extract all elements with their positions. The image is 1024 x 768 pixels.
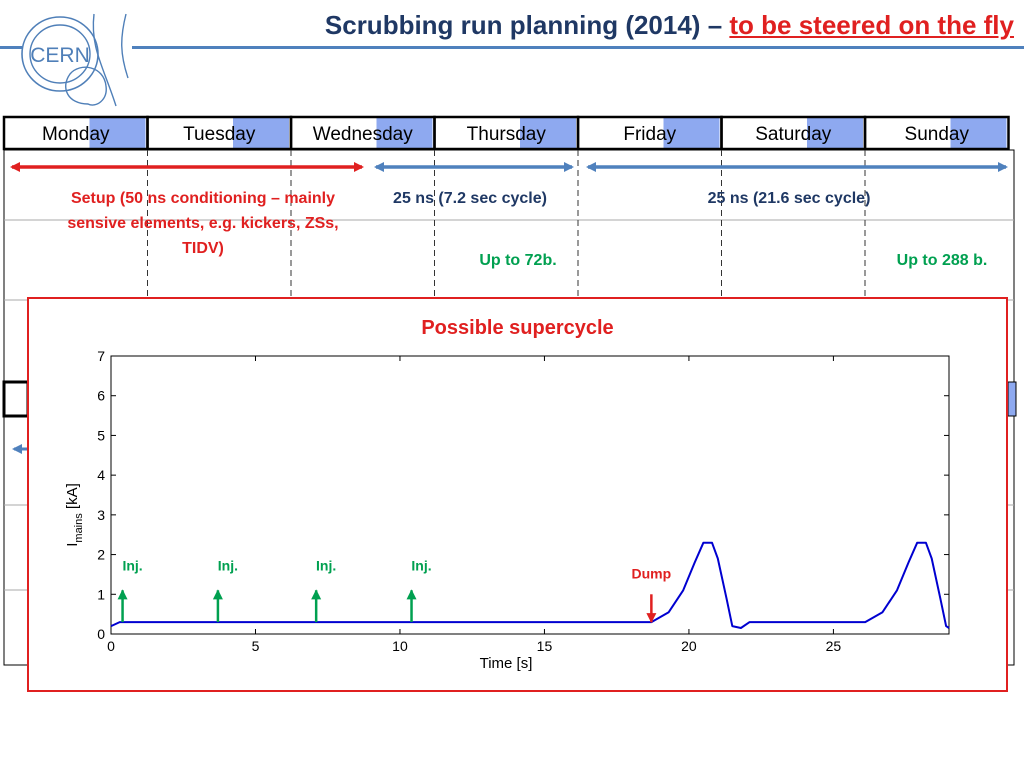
- day-label-suffix: day: [515, 124, 546, 145]
- hidden-row-right: [1007, 381, 1017, 417]
- day-cell-thursday: Thursday: [433, 115, 580, 151]
- day-label: Friday: [623, 124, 676, 145]
- day-accent: [807, 117, 863, 149]
- header-rule-right: [132, 46, 1024, 49]
- day-label-suffix: day: [646, 124, 677, 145]
- header-rule-left: [0, 46, 22, 49]
- y-tick-label: 3: [97, 507, 105, 523]
- day-cell-sunday: Sunday: [863, 115, 1010, 151]
- y-axis-label: Imains [kA]: [64, 483, 85, 547]
- day-label-prefix: Sun: [905, 124, 939, 145]
- day-label-suffix: sday: [373, 124, 414, 145]
- y-axis-label-main: I: [64, 543, 81, 547]
- day-label-prefix: Fri: [623, 124, 645, 145]
- day-cell-friday: Friday: [576, 115, 723, 151]
- y-tick-label: 0: [97, 626, 105, 642]
- day-accent: [520, 117, 576, 149]
- y-tick-label: 6: [97, 388, 105, 404]
- supercycle-chart: 0 5 10 15 20 25 0 1 2 3 4 5 6 7 Time [s] Imains [kA] Inj…: [64, 348, 950, 672]
- plot-frame: [110, 355, 950, 635]
- day-cell-saturday: Saturday: [720, 115, 867, 151]
- day-accent: [376, 117, 433, 149]
- phase-label-25ns-short: 25 ns (7.2 sec cycle): [393, 190, 547, 207]
- cern-logo: CERN: [21, 13, 129, 107]
- x-tick-label: 20: [681, 638, 697, 654]
- y-tick-label: 7: [97, 348, 105, 364]
- day-label-prefix: Satur: [755, 124, 801, 145]
- day-label: Thursday: [467, 124, 547, 145]
- y-axis-label-sub: mains: [73, 513, 85, 543]
- note-up-to-288b: Up to 288 b.: [896, 252, 988, 269]
- annotation-label-inj: Inj.: [218, 557, 238, 573]
- day-cell-monday: Monday: [2, 115, 149, 151]
- y-axis-label-unit: [kA]: [64, 483, 81, 513]
- y-tick-label: 1: [97, 586, 105, 602]
- day-label-prefix: Wedne: [313, 124, 373, 145]
- annotation-label-inj: Inj.: [316, 557, 336, 573]
- supercycle-title: Possible supercycle: [421, 317, 614, 339]
- note-up-to-72b: Up to 72b.: [479, 252, 557, 269]
- day-label: Monday: [42, 124, 110, 145]
- page-title: Scrubbing run planning (2014) – to be st…: [140, 10, 1014, 41]
- day-cell-border: [863, 115, 1010, 151]
- x-tick-label: 5: [252, 638, 260, 654]
- x-tick-label: 25: [826, 638, 842, 654]
- day-label: Saturday: [755, 124, 832, 145]
- day-accent: [663, 117, 720, 149]
- annotation-label-inj: Inj.: [411, 557, 431, 573]
- day-accent: [233, 117, 289, 149]
- x-tick-label: 0: [107, 638, 115, 654]
- page-title-main: Scrubbing run planning (2014) –: [324, 10, 730, 40]
- day-label-prefix: Tues: [183, 124, 225, 145]
- day-label: Sunday: [905, 124, 970, 145]
- day-label-suffix: day: [938, 124, 969, 145]
- day-label-prefix: Mon: [42, 124, 79, 145]
- day-label: Tuesday: [183, 124, 256, 145]
- x-tick-label: 15: [537, 638, 553, 654]
- day-accent: [950, 117, 1007, 149]
- day-label-prefix: Thurs: [467, 124, 516, 145]
- day-label-suffix: day: [79, 124, 110, 145]
- annotation-label-inj: Inj.: [122, 557, 142, 573]
- day-label-suffix: day: [801, 124, 832, 145]
- phase-label-25ns-long: 25 ns (21.6 sec cycle): [707, 190, 871, 207]
- day-label: Wednesday: [313, 124, 413, 145]
- x-tick-label: 10: [392, 638, 408, 654]
- x-axis-label: Time [s]: [480, 655, 533, 672]
- cern-logo-text: CERN: [30, 44, 90, 67]
- day-cell-wednesday: Wednesday: [289, 115, 436, 151]
- hidden-row-left: [2, 380, 30, 418]
- series-line-0: [110, 541, 950, 629]
- y-tick-label: 5: [97, 427, 105, 443]
- supercycle-panel: Possible supercycle 0 5 10 15 20 25 0 1 2 3 4 5 6 7 Ti…: [27, 297, 1008, 692]
- day-label-suffix: day: [225, 124, 256, 145]
- page-title-highlight: to be steered on the fly: [729, 10, 1014, 40]
- annotation-label-dump: Dump: [632, 565, 672, 581]
- y-tick-label: 4: [97, 467, 105, 483]
- y-tick-label: 2: [97, 547, 105, 563]
- day-cell-tuesday: Tuesday: [146, 115, 293, 151]
- phase-label-setup: Setup (50 ns conditioning – mainly sensi…: [67, 190, 339, 257]
- day-accent: [89, 117, 146, 149]
